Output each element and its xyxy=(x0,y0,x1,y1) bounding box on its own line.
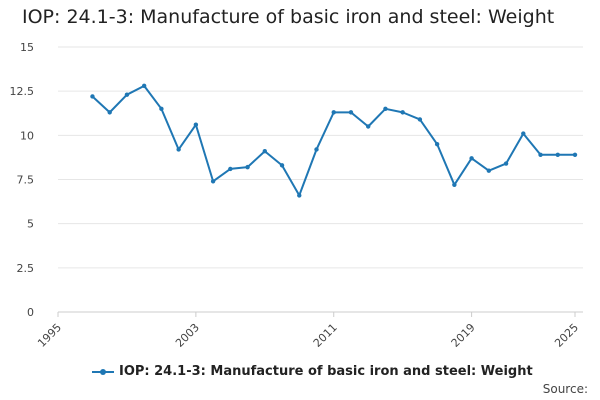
data-point[interactable] xyxy=(383,106,388,112)
data-point[interactable] xyxy=(107,110,112,115)
data-point[interactable] xyxy=(555,152,560,157)
data-point[interactable] xyxy=(469,156,474,161)
data-point[interactable] xyxy=(297,193,302,198)
y-tick-label: 5 xyxy=(27,218,34,231)
data-point[interactable] xyxy=(124,92,130,97)
y-tick-label: 15 xyxy=(20,41,34,54)
y-tick-label: 10 xyxy=(20,129,34,142)
data-point[interactable] xyxy=(90,94,95,99)
data-point[interactable] xyxy=(400,110,405,115)
legend-line-marker-icon xyxy=(92,366,114,378)
data-point[interactable] xyxy=(228,166,233,172)
y-tick-label: 7.5 xyxy=(17,174,35,187)
data-point[interactable] xyxy=(193,122,199,127)
series-layer xyxy=(90,83,578,198)
source-label: Source: xyxy=(542,382,588,396)
data-point[interactable] xyxy=(348,110,354,115)
data-point[interactable] xyxy=(486,168,492,173)
data-point[interactable] xyxy=(417,117,423,122)
x-tick-label: 1995 xyxy=(35,321,64,350)
chart-title: IOP: 24.1-3: Manufacture of basic iron a… xyxy=(22,6,555,28)
data-point[interactable] xyxy=(279,163,285,168)
data-point[interactable] xyxy=(521,131,526,136)
x-tick-label: 2025 xyxy=(552,321,581,350)
data-point[interactable] xyxy=(262,149,267,154)
legend-label: IOP: 24.1-3: Manufacture of basic iron a… xyxy=(119,364,533,379)
data-point[interactable] xyxy=(572,152,578,157)
data-point[interactable] xyxy=(159,106,164,112)
y-tick-label: 12.5 xyxy=(10,85,35,98)
x-tick-label: 2011 xyxy=(311,321,340,350)
legend[interactable]: IOP: 24.1-3: Manufacture of basic iron a… xyxy=(92,364,533,379)
x-tick-label: 2003 xyxy=(173,321,202,350)
data-point[interactable] xyxy=(210,179,216,184)
data-point[interactable] xyxy=(366,124,371,129)
data-point[interactable] xyxy=(452,182,457,187)
data-point[interactable] xyxy=(503,161,509,166)
data-point[interactable] xyxy=(176,147,181,152)
x-tick-label: 2019 xyxy=(449,321,478,350)
series-line xyxy=(91,84,575,197)
data-point[interactable] xyxy=(434,141,440,147)
data-point[interactable] xyxy=(245,164,250,170)
data-point[interactable] xyxy=(141,83,147,89)
data-point[interactable] xyxy=(538,152,543,157)
data-point[interactable] xyxy=(331,110,336,115)
y-tick-label: 2.5 xyxy=(17,262,35,275)
y-tick-label: 0 xyxy=(27,306,34,319)
axis-layer: 0 2.5 5 7.5 10 12.5 15 1995 2003 2011 2019 2025 xyxy=(10,41,583,350)
data-point[interactable] xyxy=(314,147,319,152)
grid-layer xyxy=(58,46,583,313)
